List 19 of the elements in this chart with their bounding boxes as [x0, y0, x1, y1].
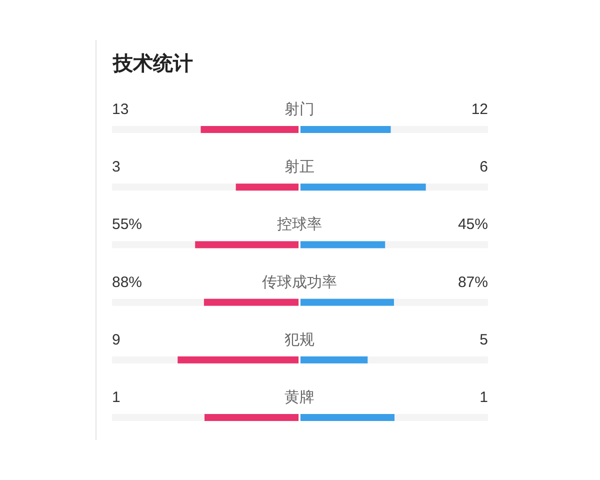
data-label: 55%: [112, 216, 142, 234]
category-label: 控球率: [277, 216, 322, 234]
data-label: 1: [112, 389, 120, 406]
data-label: 87%: [458, 274, 488, 291]
text: 技术统计: [112, 52, 193, 75]
data-label: 3: [112, 158, 120, 176]
category-label: 黄牌: [284, 389, 314, 406]
category-label: 犯规: [284, 331, 314, 348]
data-label: 9: [112, 331, 120, 348]
data-label: 45%: [458, 216, 488, 234]
data-label: 12: [471, 101, 488, 118]
data-label: 88%: [112, 274, 142, 291]
data-label: 5: [480, 331, 488, 348]
data-label: 6: [480, 158, 488, 176]
category-label: 射正: [284, 158, 314, 176]
category-label: 传球成功率: [262, 274, 337, 291]
category-label: 射门: [284, 101, 314, 118]
data-label: 1: [480, 389, 488, 406]
data-label: 13: [112, 101, 129, 118]
